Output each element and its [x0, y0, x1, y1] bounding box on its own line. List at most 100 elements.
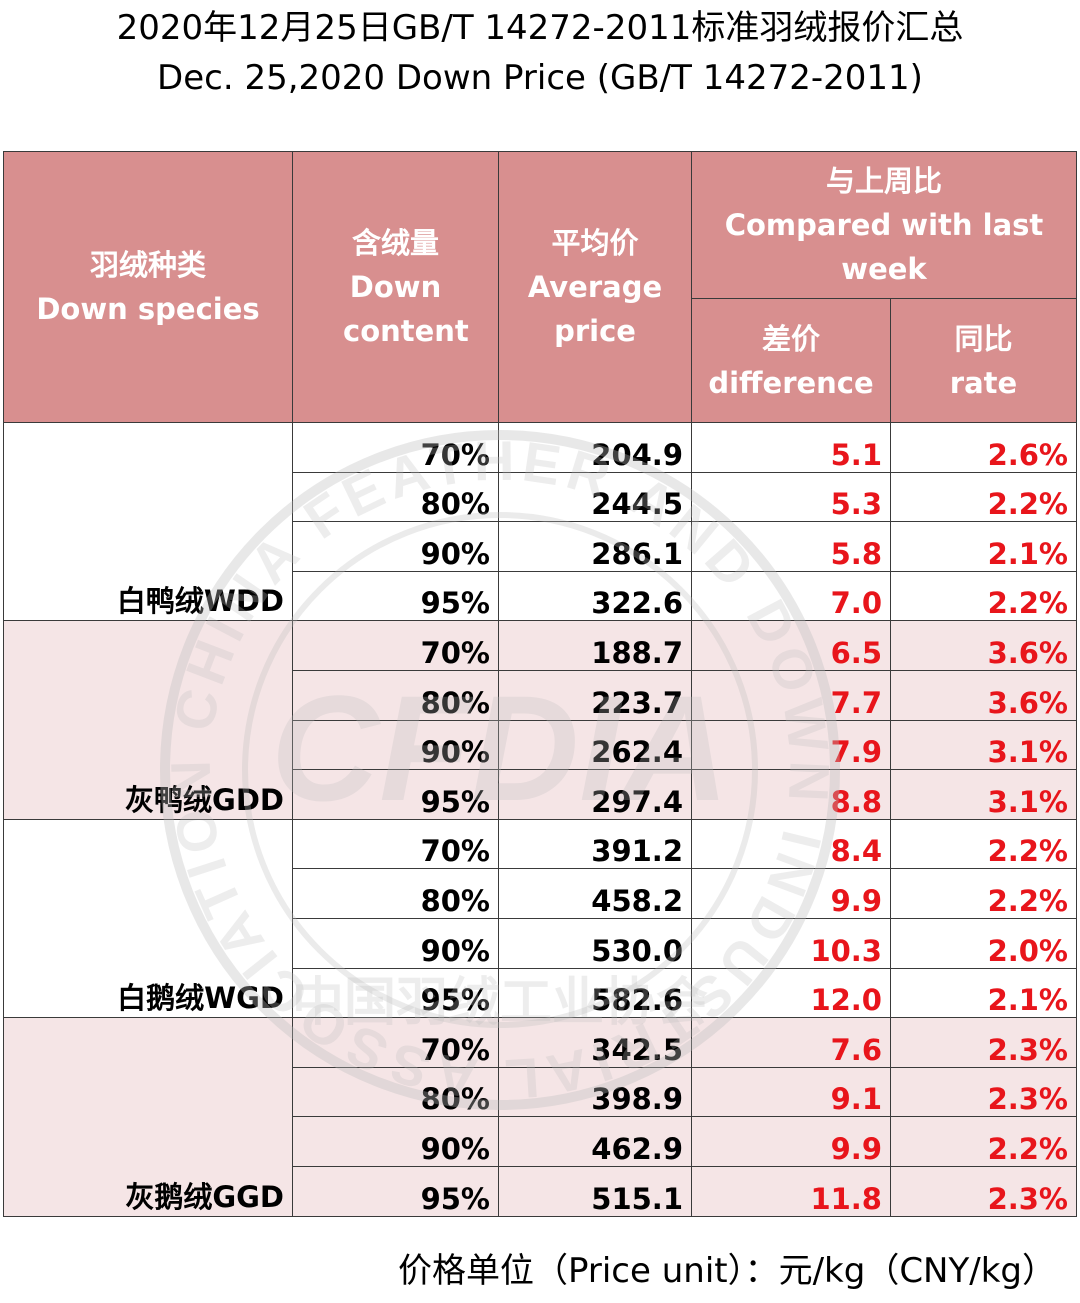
price-cell: 322.6: [498, 570, 692, 622]
table-row: 95% 515.1 11.8 2.3%: [4, 1165, 1077, 1217]
difference-cell: 6.5: [691, 620, 891, 671]
content-cell: 90%: [292, 917, 499, 969]
table-row: 95% 322.6 7.0 2.2%: [4, 570, 1077, 622]
header-content: 含绒量 Down content: [292, 151, 499, 423]
header-compare-en: Compared with last week: [724, 208, 1044, 286]
table-row: 80% 398.9 9.1 2.3%: [4, 1066, 1077, 1118]
header-average-cn: 平均价: [551, 226, 639, 260]
rate-cell: 3.1%: [890, 769, 1077, 820]
header-species: 羽绒种类 Down species: [3, 151, 293, 423]
header-content-cn: 含绒量: [351, 226, 439, 260]
price-cell: 223.7: [498, 669, 692, 721]
species-label: 灰鹅绒GGD: [3, 1017, 293, 1217]
content-cell: 80%: [292, 669, 499, 721]
difference-cell: 12.0: [691, 967, 891, 1019]
content-cell: 90%: [292, 521, 499, 572]
header-content-en: Down content: [343, 270, 469, 348]
difference-cell: 7.9: [691, 719, 891, 771]
price-cell: 297.4: [498, 769, 692, 820]
species-label: 白鸭绒WDD: [3, 421, 293, 622]
header-compare-cn: 与上周比: [825, 164, 942, 198]
difference-cell: 9.9: [691, 868, 891, 919]
rate-cell: 2.1%: [890, 967, 1077, 1019]
table-row: 90% 530.0 10.3 2.0%: [4, 917, 1077, 969]
content-cell: 90%: [292, 719, 499, 771]
species-label: 灰鸭绒GDD: [3, 620, 293, 820]
content-cell: 70%: [292, 422, 499, 473]
difference-cell: 8.4: [691, 818, 891, 870]
title-chinese: 2020年12月25日GB/T 14272-2011标准羽绒报价汇总: [116, 8, 964, 48]
rate-cell: 2.0%: [890, 917, 1077, 969]
difference-cell: 11.8: [691, 1165, 891, 1217]
content-cell: 80%: [292, 471, 499, 523]
content-cell: 80%: [292, 1066, 499, 1118]
difference-cell: 5.8: [691, 521, 891, 572]
price-cell: 342.5: [498, 1017, 692, 1068]
header-rate-cn: 同比: [954, 321, 1013, 356]
table-row: 90% 286.1 5.8 2.1%: [4, 521, 1077, 572]
table-row: 白鸭绒WDD 70% 204.9 5.1 2.6%: [3, 421, 1077, 622]
content-cell: 90%: [292, 1116, 499, 1167]
content-cell: 95%: [292, 1165, 499, 1217]
price-cell: 391.2: [498, 818, 692, 870]
down-price-table: 羽绒种类 Down species 含绒量 Down content 平均价 A…: [3, 151, 1077, 1217]
table-row: 95% 582.6 12.0 2.1%: [4, 967, 1077, 1019]
table-row: 80% 458.2 9.9 2.2%: [4, 868, 1077, 919]
table-row: 95% 297.4 8.8 3.1%: [4, 769, 1077, 820]
header-rate: 同比 rate: [890, 298, 1077, 423]
difference-cell: 5.1: [691, 422, 891, 473]
rate-cell: 2.2%: [890, 1116, 1077, 1167]
rate-cell: 2.3%: [890, 1017, 1077, 1068]
rate-cell: 2.2%: [890, 818, 1077, 870]
header-compare: 与上周比 Compared with last week: [691, 151, 1077, 299]
price-cell: 286.1: [498, 521, 692, 572]
rate-cell: 2.2%: [890, 570, 1077, 622]
table-row: 80% 223.7 7.7 3.6%: [4, 669, 1077, 721]
table-row: 白鹅绒WGD 70% 391.2 8.4 2.2%: [3, 818, 1077, 1019]
difference-cell: 5.3: [691, 471, 891, 523]
rate-cell: 2.1%: [890, 521, 1077, 572]
difference-cell: 9.1: [691, 1066, 891, 1118]
content-cell: 95%: [292, 570, 499, 622]
header-difference-en: difference: [708, 365, 874, 400]
difference-cell: 7.0: [691, 570, 891, 622]
header-average-price: 平均价 Average price: [498, 151, 692, 423]
header-species-cn: 羽绒种类: [89, 248, 206, 282]
rate-cell: 3.1%: [890, 719, 1077, 771]
table-row: 灰鸭绒GDD 70% 188.7 6.5 3.6%: [3, 620, 1077, 820]
header-rate-en: rate: [949, 365, 1018, 400]
price-cell: 515.1: [498, 1165, 692, 1217]
rate-cell: 2.2%: [890, 471, 1077, 523]
rate-cell: 2.3%: [890, 1066, 1077, 1118]
price-cell: 204.9: [498, 422, 692, 473]
table-row: 90% 262.4 7.9 3.1%: [4, 719, 1077, 771]
difference-cell: 7.7: [691, 669, 891, 721]
difference-cell: 7.6: [691, 1017, 891, 1068]
price-cell: 462.9: [498, 1116, 692, 1167]
content-cell: 70%: [292, 620, 499, 671]
rate-cell: 2.2%: [890, 868, 1077, 919]
difference-cell: 10.3: [691, 917, 891, 969]
price-cell: 398.9: [498, 1066, 692, 1118]
price-cell: 244.5: [498, 471, 692, 523]
header-difference-cn: 差价: [761, 321, 820, 356]
rate-cell: 2.6%: [890, 422, 1077, 473]
rate-cell: 2.3%: [890, 1165, 1077, 1217]
content-cell: 80%: [292, 868, 499, 919]
content-cell: 95%: [292, 967, 499, 1019]
price-cell: 188.7: [498, 620, 692, 671]
content-cell: 70%: [292, 1017, 499, 1068]
table-row: 80% 244.5 5.3 2.2%: [4, 471, 1077, 523]
header-species-en: Down species: [36, 292, 260, 326]
rate-cell: 3.6%: [890, 669, 1077, 721]
price-cell: 262.4: [498, 719, 692, 771]
header-difference: 差价 difference: [691, 298, 891, 423]
title-english: Dec. 25,2020 Down Price (GB/T 14272-2011…: [157, 58, 923, 98]
difference-cell: 9.9: [691, 1116, 891, 1167]
difference-cell: 8.8: [691, 769, 891, 820]
price-cell: 582.6: [498, 967, 692, 1019]
header-average-en: Average price: [527, 270, 663, 348]
content-cell: 95%: [292, 769, 499, 820]
price-cell: 458.2: [498, 868, 692, 919]
table-row: 灰鹅绒GGD 70% 342.5 7.6 2.3%: [3, 1017, 1077, 1217]
